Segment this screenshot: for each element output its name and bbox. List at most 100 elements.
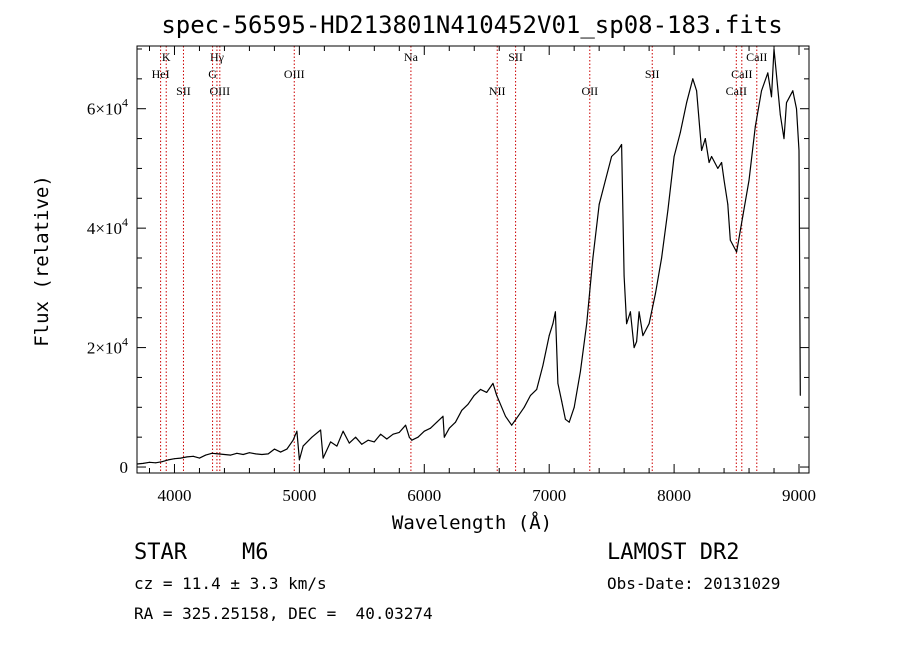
spectrum-point <box>564 418 566 420</box>
spectrum-point <box>696 90 698 92</box>
spectrum-point <box>626 323 628 325</box>
spectrum-point <box>473 394 475 396</box>
spectrum-point <box>386 438 388 440</box>
spectrum-point <box>205 454 207 456</box>
spectrum-point <box>298 459 300 461</box>
spectrum-point <box>542 365 544 366</box>
line-label: G <box>208 67 217 81</box>
spectrum-point <box>554 311 556 313</box>
spectrum-point <box>629 311 631 313</box>
spectrum-point <box>708 162 710 163</box>
spectrum-point <box>761 90 762 92</box>
survey-name: LAMOST DR2 <box>607 540 740 565</box>
spectrum-point <box>311 436 313 438</box>
spectrum-point <box>711 156 713 157</box>
spectrum-point <box>423 430 425 432</box>
spectrum-point <box>561 400 563 402</box>
spectrum-point <box>692 78 694 80</box>
spectrum-point <box>638 311 640 313</box>
spectrum-point <box>729 239 731 241</box>
x-tick-label: 8000 <box>657 486 691 505</box>
spectrum-point <box>586 323 588 325</box>
spectrum-point <box>536 388 538 390</box>
spectrum-point <box>405 424 407 426</box>
spectrum-point <box>742 215 744 217</box>
line-label: CaII <box>746 50 767 64</box>
spectrum-point <box>230 454 232 456</box>
spectrum-point <box>296 430 298 432</box>
line-label: K <box>162 50 171 64</box>
spectrum-point <box>355 436 357 438</box>
spectrum-point <box>701 150 703 151</box>
spectrum-point <box>186 456 188 458</box>
spectrum-point <box>443 436 445 438</box>
spectrum-point <box>361 443 363 445</box>
y-tick-label: 0 <box>120 458 129 477</box>
x-tick-label: 7000 <box>532 486 566 505</box>
spectrum-point <box>174 458 175 460</box>
spectrum-point <box>142 462 144 464</box>
spectrum-point <box>461 409 463 411</box>
spectrum-point <box>320 429 322 431</box>
x-axis-label: Wavelength (Å) <box>392 511 552 534</box>
spectrum-point <box>698 120 700 122</box>
spectrum-point <box>467 403 469 405</box>
spectrum-point <box>568 421 570 423</box>
spectrum-point <box>180 457 182 459</box>
spectrum-point <box>342 430 344 432</box>
spectrum-point <box>783 138 785 140</box>
spectrum-point <box>623 275 625 277</box>
spectrum-point <box>548 335 550 337</box>
spectrum-point <box>373 441 375 443</box>
spectrum-point <box>242 454 244 455</box>
spectrum-point <box>167 459 169 461</box>
spectrum-point <box>633 347 635 349</box>
spectrum-point <box>767 72 769 74</box>
object-subclass: M6 <box>242 540 269 565</box>
spectrum-point <box>798 150 800 151</box>
spectrum-point <box>380 433 382 435</box>
spectrum-point <box>348 442 350 444</box>
spectrum-point <box>267 453 269 455</box>
spectrum-point <box>411 439 413 441</box>
spectrum-point <box>255 453 257 455</box>
spectrum-point <box>248 452 250 454</box>
y-tick-label: 2×104 <box>87 335 128 358</box>
line-label: HeI <box>152 67 170 81</box>
spectrum-point <box>648 323 650 325</box>
spectrum-point <box>611 156 613 157</box>
spectrum-point <box>442 415 444 417</box>
spectrum-point <box>436 421 438 423</box>
spectrum-point <box>799 394 801 396</box>
spectrum-point <box>336 445 338 447</box>
line-label: NII <box>489 84 506 98</box>
line-label: OII <box>581 84 598 98</box>
x-tick-label: 4000 <box>157 486 191 505</box>
object-class: STAR <box>134 540 187 565</box>
spectrum-point <box>280 451 282 453</box>
spectrum-point <box>496 394 498 396</box>
spectrum-point <box>786 102 787 104</box>
spectrum-point <box>679 132 681 134</box>
spectrum-point <box>552 323 554 325</box>
spectrum-point <box>286 448 288 450</box>
spectrum-point <box>330 441 332 443</box>
chart-title: spec-56595-HD213801N410452V01_sp08-183.f… <box>161 11 782 39</box>
spectrum-point <box>517 415 519 417</box>
spectrum-point <box>505 415 506 417</box>
spectrum-point <box>192 455 194 457</box>
x-tick-label: 9000 <box>782 486 816 505</box>
spectrum-point <box>367 439 369 441</box>
spectrum-point <box>455 421 456 423</box>
spectrum-point <box>211 452 213 454</box>
spectrum-point <box>392 433 394 435</box>
spectrum-point <box>398 431 400 433</box>
y-axis-label: Flux (relative) <box>31 175 53 347</box>
spectrum-point <box>523 406 525 408</box>
line-label: CaII <box>731 67 752 81</box>
line-label: SII <box>176 84 191 98</box>
spectrum-point <box>723 179 725 181</box>
spectrum-point <box>748 179 750 181</box>
spectrum-point <box>579 371 581 372</box>
